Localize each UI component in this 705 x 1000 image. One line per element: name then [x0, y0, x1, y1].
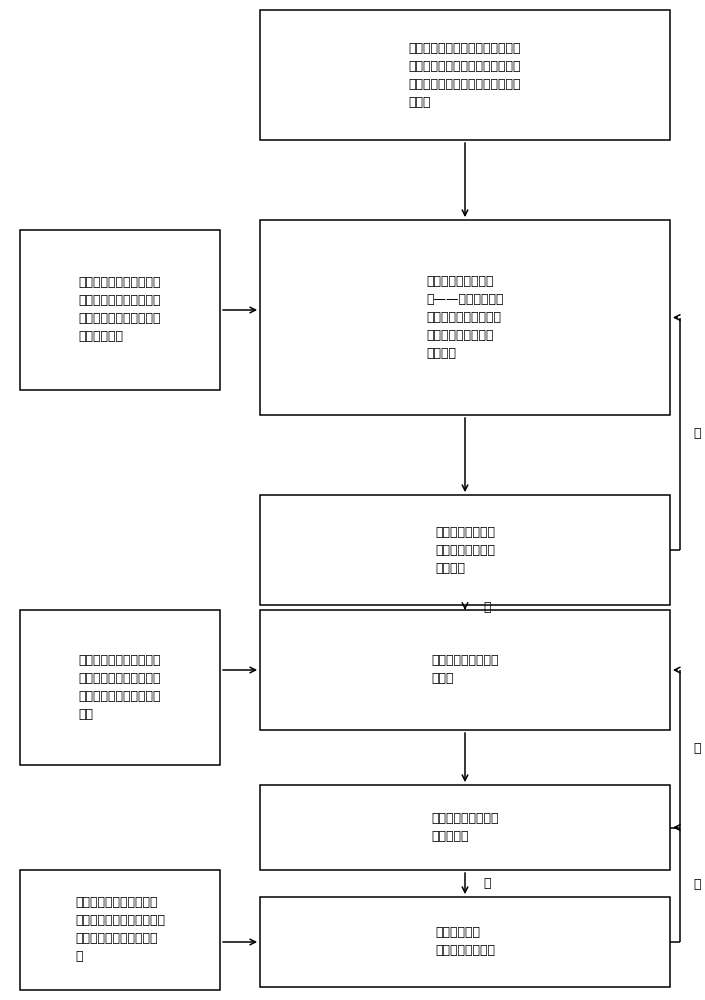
Bar — [260, 495, 670, 605]
Text: 是: 是 — [693, 742, 701, 755]
Text: 是: 是 — [693, 878, 701, 891]
Bar — [260, 785, 670, 870]
Text: 根据用电量、电加热箱的
前后热水温差、热水流量的
关系建立电加热箱供热模
块: 根据用电量、电加热箱的 前后热水温差、热水流量的 关系建立电加热箱供热模 块 — [75, 896, 165, 964]
Text: 根据热熔盐流量、温度温
差和前后热水温差、热水
流量的关系建立熔盐供热
模块: 根据热熔盐流量、温度温 差和前后热水温差、热水 流量的关系建立熔盐供热 模块 — [79, 654, 161, 721]
Bar — [260, 610, 670, 730]
Bar — [20, 870, 220, 990]
Text: 利用单元楼室温数据，对
室外气象数据与楼宇换热
机组目标二次供回平均温
关系进行修正: 利用单元楼室温数据，对 室外气象数据与楼宇换热 机组目标二次供回平均温 关系进行… — [79, 276, 161, 344]
Bar — [260, 220, 670, 415]
Text: 开启所建立的
电加热箱供热模块: 开启所建立的 电加热箱供热模块 — [435, 926, 495, 958]
Bar — [20, 610, 220, 765]
Bar — [20, 230, 220, 390]
Text: 对现有楼宇换热机组进行改造，在
所述楼宇换热机组的二次侧供水管
上串联熔盐供热模块和电加热器供
热模块: 对现有楼宇换热机组进行改造，在 所述楼宇换热机组的二次侧供水管 上串联熔盐供热模… — [409, 41, 521, 108]
Text: 否: 否 — [483, 877, 491, 890]
Text: 建立供热系统运行模
型——建立室外气象
数据与楼宇换热机组目
标二次侧供回水平均
温的关系: 建立供热系统运行模 型——建立室外气象 数据与楼宇换热机组目 标二次侧供回水平均… — [427, 275, 504, 360]
Text: 否: 否 — [483, 601, 491, 614]
Bar — [260, 10, 670, 140]
Text: 判断熔盐供热模块热
量是否满足: 判断熔盐供热模块热 量是否满足 — [431, 812, 498, 843]
Text: 是: 是 — [693, 427, 701, 440]
Bar — [260, 897, 670, 987]
Text: 判断楼宇换热机组
二次供回水平均温
是否达标: 判断楼宇换热机组 二次供回水平均温 是否达标 — [435, 526, 495, 574]
Text: 开启所建立的熔盐供
热模块: 开启所建立的熔盐供 热模块 — [431, 654, 498, 686]
